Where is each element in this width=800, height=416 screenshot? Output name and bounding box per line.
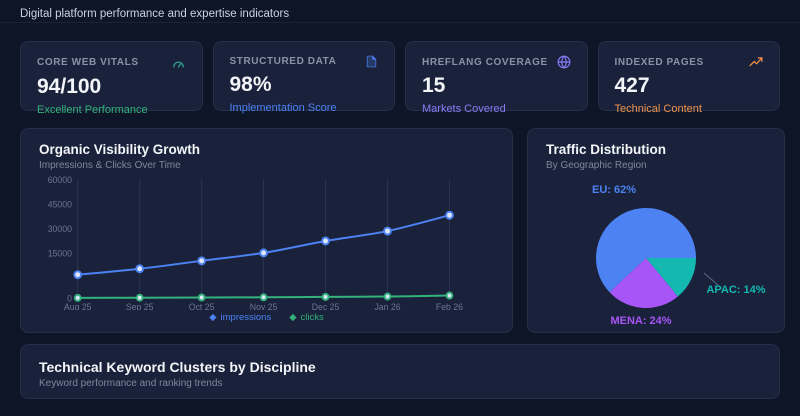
svg-text:MENA: 24%: MENA: 24% [610,315,671,327]
svg-text:EU: 62%: EU: 62% [592,184,636,196]
svg-text:Jan 26: Jan 26 [374,302,400,310]
svg-text:Feb 26: Feb 26 [436,302,463,310]
svg-text:Aug 25: Aug 25 [64,302,92,310]
svg-text:Dec 25: Dec 25 [312,302,340,310]
svg-text:Nov 25: Nov 25 [250,302,278,310]
svg-text:APAC: 14%: APAC: 14% [706,284,765,296]
svg-text:Sep 25: Sep 25 [126,302,154,310]
svg-text:15000: 15000 [48,248,72,258]
svg-text:Oct 25: Oct 25 [189,302,215,310]
svg-text:60000: 60000 [48,175,72,185]
svg-text:45000: 45000 [48,199,72,209]
svg-text:30000: 30000 [48,224,72,234]
